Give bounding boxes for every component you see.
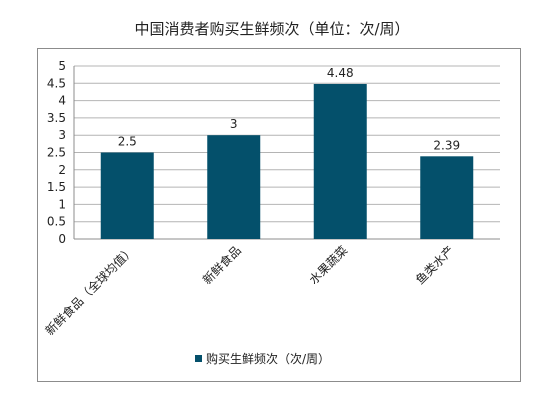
y-tick-label: 0 [58, 232, 66, 246]
x-tick-label: 新鲜食品（全球均值） [42, 243, 137, 338]
y-tick-label: 2 [58, 163, 66, 177]
x-tick-label: 鱼类水产 [413, 243, 457, 287]
data-label: 3 [230, 117, 238, 131]
legend: 购买生鲜频次（次/周） [195, 350, 330, 367]
chart-frame [37, 48, 521, 382]
y-tick-label: 2.5 [47, 146, 66, 160]
y-tick-label: 3 [58, 128, 66, 142]
data-label: 2.5 [118, 135, 137, 149]
data-label: 2.39 [433, 138, 460, 152]
bar [207, 135, 261, 239]
y-tick-label: 4.5 [47, 76, 66, 90]
bar [420, 156, 474, 239]
data-label: 4.48 [327, 66, 354, 80]
legend-swatch [195, 355, 202, 362]
y-tick-label: 4 [58, 94, 66, 108]
y-tick-label: 0.5 [47, 215, 66, 229]
bar [100, 152, 154, 239]
chart-title: 中国消费者购买生鲜频次（单位：次/周） [134, 20, 410, 38]
y-tick-label: 5 [58, 59, 66, 73]
x-tick-label: 水果蔬菜 [307, 243, 351, 287]
legend-label: 购买生鲜频次（次/周） [206, 352, 331, 366]
bar [313, 83, 367, 239]
y-tick-label: 1.5 [47, 180, 66, 194]
x-tick-label: 新鲜食品 [199, 243, 244, 288]
y-tick-label: 3.5 [47, 111, 66, 125]
y-tick-label: 1 [58, 197, 66, 211]
